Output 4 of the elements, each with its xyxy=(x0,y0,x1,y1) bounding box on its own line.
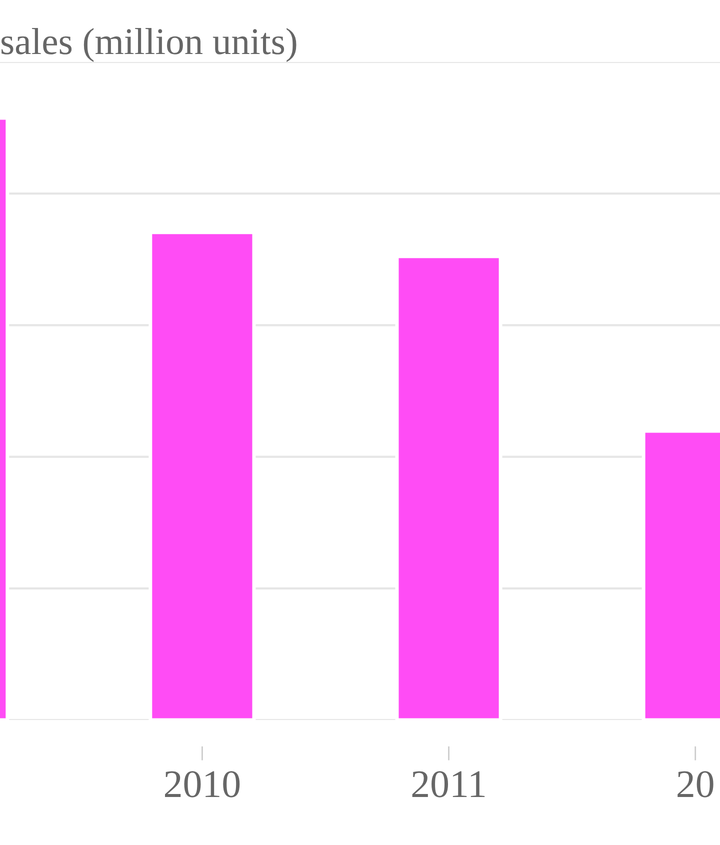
chart-title: sales (million units) xyxy=(2,28,296,62)
x-tick-label: 2011 xyxy=(412,771,485,798)
x-tick-label: 20 xyxy=(678,771,714,798)
x-tick-label: 2010 xyxy=(165,771,240,798)
